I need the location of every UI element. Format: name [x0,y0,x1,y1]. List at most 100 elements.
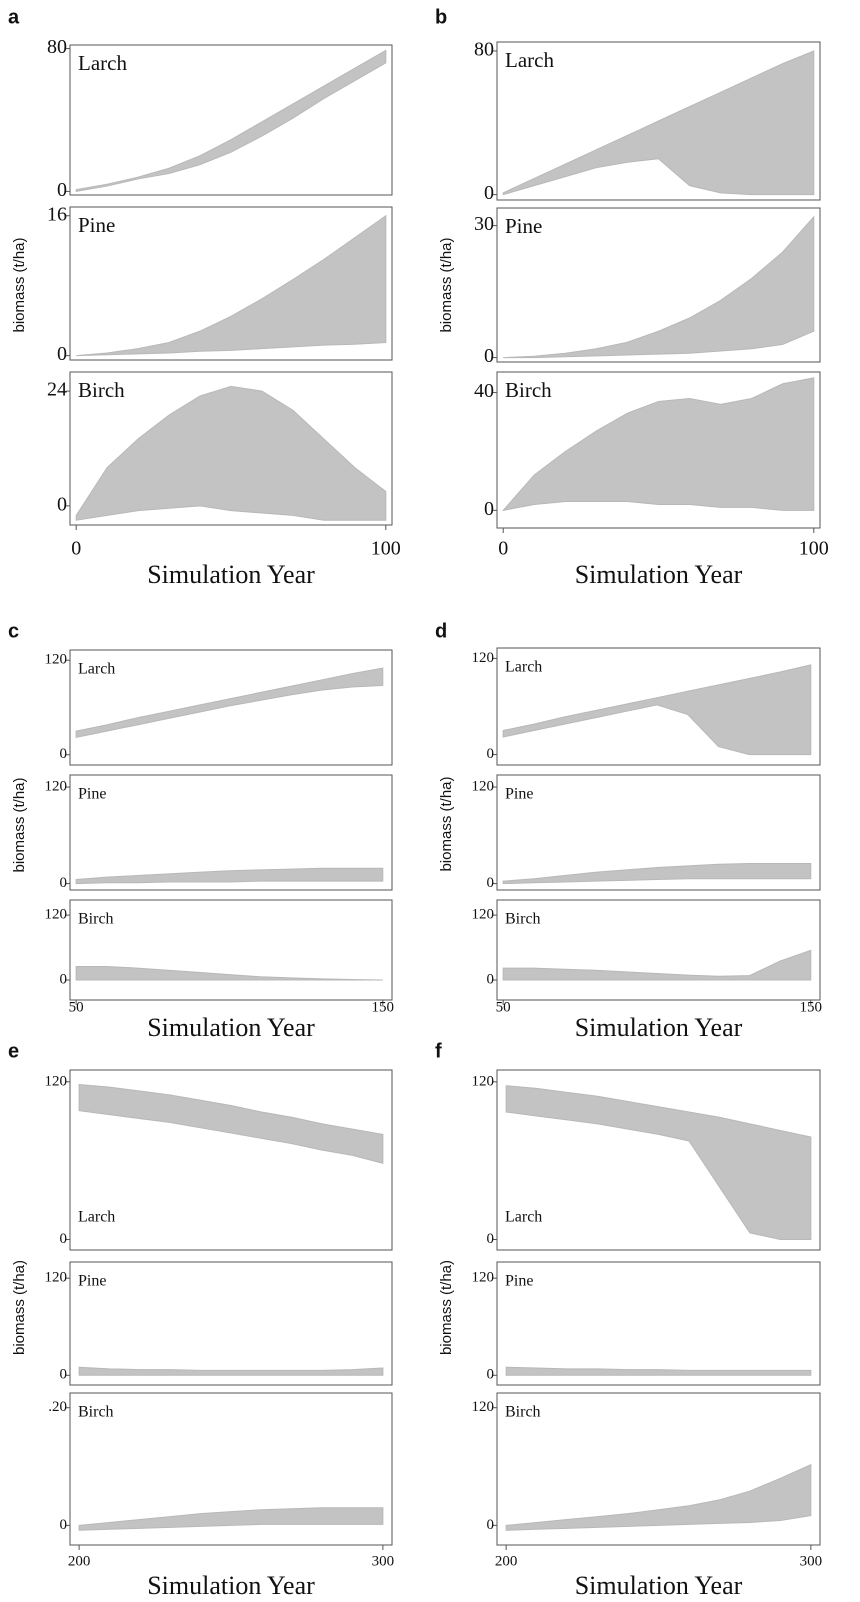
x-axis-label: Simulation Year [575,1571,743,1600]
biomass-band [503,215,815,359]
y-tick-label: 120 [472,1399,495,1415]
subplot-frame [69,1261,393,1386]
y-tick-label: 0 [487,971,495,987]
y-axis-label: biomass (t/ha) [438,776,455,871]
y-tick-label: 30 [474,213,494,235]
x-axis-label: Simulation Year [575,1013,743,1042]
y-tick-label: 0 [487,875,495,891]
x-tick-label: 150 [372,999,395,1015]
biomass-band [75,385,387,521]
subplot-frame [69,1392,393,1546]
subplot-frame [69,206,393,361]
y-axis-label: biomass (t/ha) [11,777,28,872]
panel-letter: d [435,620,447,642]
panel-letter: b [435,6,447,28]
species-label: Larch [505,48,554,72]
biomass-band [75,667,384,739]
subplot-frame [69,44,393,196]
y-tick-label: 0 [487,1367,495,1383]
species-label: Larch [505,659,542,676]
y-tick-label: 0 [60,746,68,762]
subplot-frame [496,1069,821,1251]
species-label: Pine [505,1273,533,1290]
x-tick-label: 200 [495,1553,518,1569]
x-tick-label: 150 [800,999,823,1015]
subplot-frame [69,1069,393,1251]
species-label: Birch [505,911,541,928]
x-tick-label: 200 [68,1553,91,1569]
species-label: Birch [505,1404,541,1421]
y-tick-label: 0 [60,971,68,987]
species-label: Birch [78,911,114,928]
species-label: Pine [505,786,533,803]
y-tick-label: 0 [60,1517,68,1533]
biomass-band [78,1507,384,1531]
y-tick-label: 120 [472,1270,495,1286]
y-tick-label: 0 [57,493,67,515]
species-label: Pine [78,213,115,237]
y-tick-label: 0 [484,498,494,520]
biomass-band [505,1085,812,1240]
x-tick-label: 100 [371,538,401,560]
subplot-frame [496,899,821,1001]
biomass-band [502,664,812,756]
x-axis-label: Simulation Year [147,560,315,589]
species-label: Larch [78,51,127,75]
y-tick-label: 0 [484,345,494,367]
y-tick-label: 80 [474,39,494,61]
y-tick-label: 120 [45,907,68,923]
biomass-band [78,1083,384,1164]
y-tick-label: 0 [60,1367,68,1383]
y-axis-label: biomass (t/ha) [438,1260,455,1355]
y-tick-label: 0 [60,875,68,891]
panel-letter: f [435,1040,442,1062]
y-tick-label: 120 [45,652,68,668]
x-axis-label: Simulation Year [575,560,743,589]
subplot-frame [496,207,821,363]
biomass-band [501,377,815,512]
x-tick-label: 50 [496,999,511,1015]
panel-letter: a [8,6,20,28]
species-label: Pine [78,786,106,803]
subplot-frame [496,371,821,529]
species-label: Birch [78,1404,114,1421]
x-axis-label: Simulation Year [147,1571,315,1600]
subplot-frame [69,371,393,526]
y-axis-label: biomass (t/ha) [11,1260,28,1355]
biomass-band [75,867,384,885]
species-label: Birch [78,378,125,402]
species-label: Larch [78,661,115,678]
biomass-band [502,949,812,981]
y-tick-label: 120 [45,779,68,795]
y-tick-label: 120 [45,1073,68,1089]
biomass-band [75,965,383,981]
y-tick-label: 120 [472,779,495,795]
subplot-frame [496,1392,821,1546]
biomass-band [502,50,815,196]
y-tick-label: 120 [472,1073,495,1089]
biomass-band [505,1463,812,1531]
species-label: Birch [505,378,552,402]
x-tick-label: 0 [498,538,508,560]
y-tick-label: 120 [472,907,495,923]
y-tick-label: 16 [47,203,67,225]
subplot-frame [69,649,393,766]
y-tick-label: 40 [474,380,494,402]
subplot-frame [496,41,821,201]
subplot-frame [69,899,393,1001]
species-label: Larch [505,1209,542,1226]
subplot-frame [496,647,821,766]
x-tick-label: 100 [799,538,829,560]
biomass-band [75,49,387,193]
x-tick-label: 50 [69,999,84,1015]
biomass-band [502,862,812,885]
x-axis-label: Simulation Year [147,1013,315,1042]
subplot-frame [496,774,821,891]
panel-letter: e [8,1040,19,1062]
panel-letter: c [8,620,19,642]
y-tick-label: 0 [57,343,67,365]
species-label: Pine [505,214,542,238]
y-tick-label: 0 [487,746,495,762]
subplot-frame [496,1261,821,1386]
species-label: Larch [78,1209,115,1226]
